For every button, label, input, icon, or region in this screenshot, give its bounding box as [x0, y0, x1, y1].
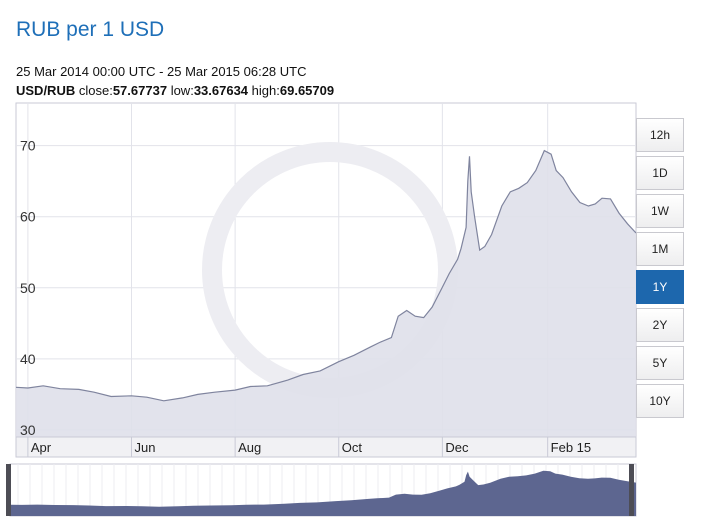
pair-label: USD/RUB — [16, 83, 76, 98]
high-label: high: — [251, 83, 280, 98]
y-tick-label: 50 — [20, 280, 36, 296]
y-tick-label: 30 — [20, 422, 36, 438]
range-button-12h[interactable]: 12h — [636, 118, 684, 152]
x-tick-label: Oct — [342, 440, 363, 455]
navigator-series — [10, 470, 636, 516]
x-tick-label: Feb 15 — [551, 440, 591, 455]
chart-title: RUB per 1 USD — [16, 18, 165, 41]
series-area — [16, 150, 636, 437]
date-range: 25 Mar 2014 00:00 UTC - 25 Mar 2015 06:2… — [16, 64, 307, 79]
close-value: 57.67737 — [112, 83, 168, 98]
range-button-group: 12h 1D 1W 1M 1Y 2Y 5Y 10Y — [636, 118, 686, 422]
range-button-1m[interactable]: 1M — [636, 232, 684, 266]
x-tick-label: Jun — [135, 440, 156, 455]
y-tick-label: 40 — [20, 351, 36, 367]
range-button-2y[interactable]: 2Y — [636, 308, 684, 342]
range-button-1d[interactable]: 1D — [636, 156, 684, 190]
x-axis-band — [15, 436, 637, 458]
low-value: 33.67634 — [193, 83, 249, 98]
x-tick-label: Apr — [31, 440, 52, 455]
x-tick-label: Aug — [238, 440, 261, 455]
range-button-1y[interactable]: 1Y — [636, 270, 684, 304]
range-button-10y[interactable]: 10Y — [636, 384, 684, 418]
low-label: low: — [170, 83, 194, 98]
y-tick-label: 60 — [20, 209, 36, 225]
close-label: close: — [78, 83, 113, 98]
navigator-handle-right[interactable] — [629, 464, 634, 516]
x-tick-label: Dec — [445, 440, 469, 455]
navigator-handle-left[interactable] — [6, 464, 11, 516]
y-tick-label: 70 — [20, 138, 36, 154]
high-value: 69.65709 — [279, 83, 335, 98]
stats-line: USD/RUB close:57.67737 low:33.67634 high… — [16, 83, 334, 98]
range-button-5y[interactable]: 5Y — [636, 346, 684, 380]
range-button-1w[interactable]: 1W — [636, 194, 684, 228]
series-line — [15, 149, 637, 402]
